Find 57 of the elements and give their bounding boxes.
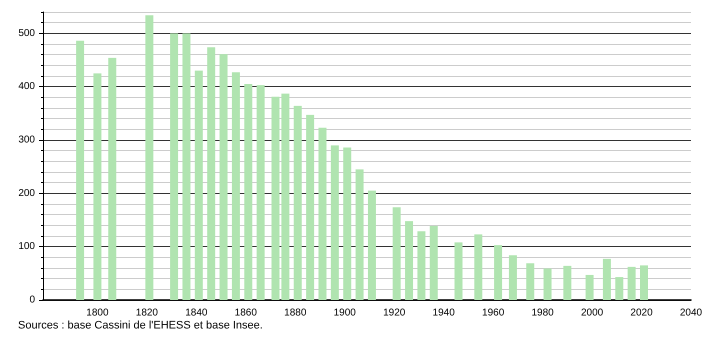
- bar: [271, 96, 280, 300]
- x-tick-label: 2040: [680, 308, 703, 318]
- x-tick-label: 1820: [136, 308, 158, 318]
- bar: [356, 169, 364, 300]
- bar: [220, 54, 228, 300]
- bar: [256, 85, 265, 300]
- bar: [294, 106, 302, 300]
- bar: [108, 58, 116, 300]
- bar: [145, 15, 154, 300]
- y-tick-label: 500: [18, 28, 36, 39]
- bar: [417, 231, 426, 300]
- x-tick-label: 2020: [630, 308, 654, 318]
- x-tick-label: 1840: [185, 308, 208, 318]
- bar: [182, 33, 190, 300]
- bar: [508, 255, 517, 300]
- x-tick-label: 1800: [86, 308, 109, 318]
- bar: [474, 234, 482, 300]
- x-tick-label: 1880: [284, 308, 307, 318]
- bar: [494, 245, 502, 300]
- x-tick-label: 1960: [482, 308, 505, 318]
- y-tick-label: 400: [18, 81, 36, 92]
- bar: [563, 266, 572, 300]
- x-tick-label: 1920: [383, 308, 406, 318]
- bar: [318, 128, 326, 300]
- bar: [586, 274, 594, 300]
- bar: [343, 147, 352, 300]
- bar: [454, 242, 463, 300]
- y-tick-label: 0: [29, 294, 36, 306]
- bar: [640, 265, 648, 300]
- bar: [194, 70, 203, 300]
- bar: [544, 268, 552, 300]
- source-note: Sources : base Cassini de l'EHESS et base Insee.: [18, 320, 263, 332]
- bar: [615, 277, 624, 300]
- bar: [430, 226, 438, 300]
- bar: [405, 221, 414, 300]
- bar: [244, 84, 252, 300]
- x-tick-label: 1860: [234, 308, 258, 318]
- bar: [392, 207, 401, 300]
- bar: [281, 94, 290, 300]
- bar: [232, 72, 240, 300]
- x-tick-label: 2000: [580, 308, 604, 318]
- x-tick-label: 1940: [432, 308, 456, 318]
- bar: [170, 33, 178, 300]
- bar: [76, 40, 84, 300]
- bar: [628, 266, 636, 300]
- y-tick-label: 300: [18, 134, 36, 146]
- x-tick-label: 1980: [531, 308, 554, 318]
- y-tick-label: 200: [18, 188, 36, 199]
- bar: [330, 145, 339, 300]
- bar: [602, 258, 611, 300]
- bar: [368, 190, 376, 300]
- bar: [526, 263, 534, 300]
- bar: [93, 73, 102, 300]
- y-tick-label: 100: [18, 241, 36, 252]
- bar: [306, 114, 314, 300]
- x-tick-label: 1900: [334, 308, 356, 318]
- bar: [207, 47, 216, 300]
